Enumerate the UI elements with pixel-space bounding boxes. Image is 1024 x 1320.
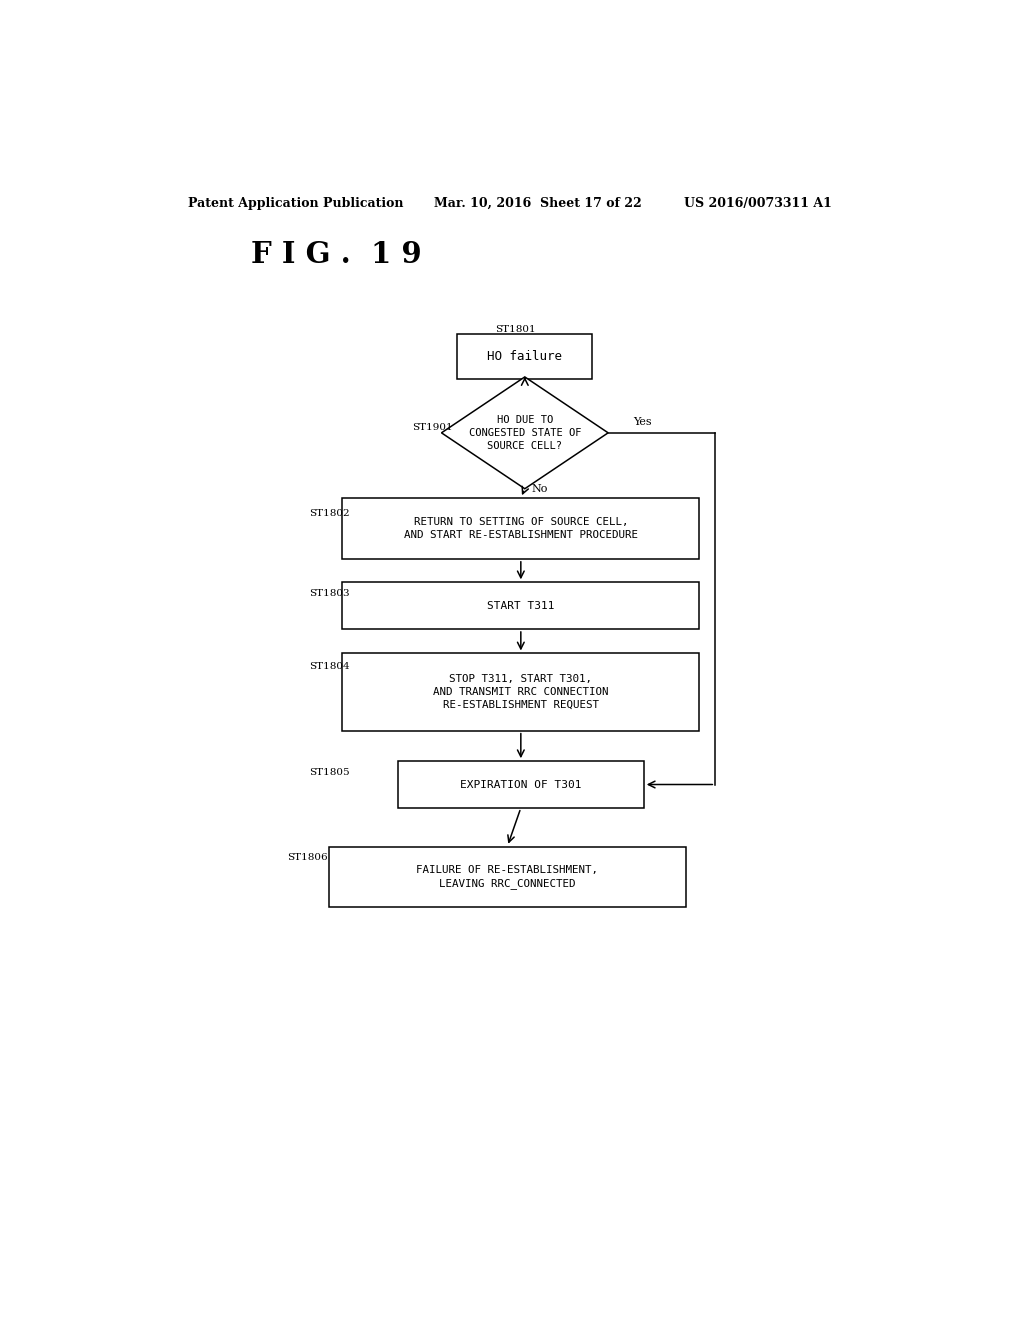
- Text: F I G .  1 9: F I G . 1 9: [251, 240, 422, 269]
- Text: ST1801: ST1801: [495, 325, 536, 334]
- Polygon shape: [441, 378, 608, 488]
- Text: ST1803: ST1803: [309, 589, 349, 598]
- Text: No: No: [531, 483, 548, 494]
- Text: HO DUE TO
CONGESTED STATE OF
SOURCE CELL?: HO DUE TO CONGESTED STATE OF SOURCE CELL…: [469, 414, 581, 451]
- Text: ST1802: ST1802: [309, 508, 349, 517]
- Text: START T311: START T311: [487, 601, 555, 611]
- Bar: [342, 498, 699, 558]
- Text: EXPIRATION OF T301: EXPIRATION OF T301: [460, 780, 582, 789]
- Text: FAILURE OF RE-ESTABLISHMENT,
LEAVING RRC_CONNECTED: FAILURE OF RE-ESTABLISHMENT, LEAVING RRC…: [417, 865, 598, 890]
- Bar: [329, 846, 686, 907]
- Text: Mar. 10, 2016  Sheet 17 of 22: Mar. 10, 2016 Sheet 17 of 22: [433, 197, 641, 210]
- Text: Patent Application Publication: Patent Application Publication: [187, 197, 403, 210]
- Text: Yes: Yes: [633, 417, 651, 426]
- Bar: [342, 582, 699, 630]
- Text: ST1804: ST1804: [309, 663, 349, 671]
- Bar: [458, 334, 592, 379]
- Text: ST1806: ST1806: [287, 853, 328, 862]
- Bar: [397, 762, 644, 808]
- Text: US 2016/0073311 A1: US 2016/0073311 A1: [684, 197, 831, 210]
- Text: ST1901: ST1901: [412, 424, 453, 432]
- Text: RETURN TO SETTING OF SOURCE CELL,
AND START RE-ESTABLISHMENT PROCEDURE: RETURN TO SETTING OF SOURCE CELL, AND ST…: [403, 516, 638, 540]
- Text: STOP T311, START T301,
AND TRANSMIT RRC CONNECTION
RE-ESTABLISHMENT REQUEST: STOP T311, START T301, AND TRANSMIT RRC …: [433, 673, 608, 710]
- Bar: [342, 653, 699, 731]
- Text: ST1805: ST1805: [309, 768, 349, 776]
- Text: HO failure: HO failure: [487, 350, 562, 363]
